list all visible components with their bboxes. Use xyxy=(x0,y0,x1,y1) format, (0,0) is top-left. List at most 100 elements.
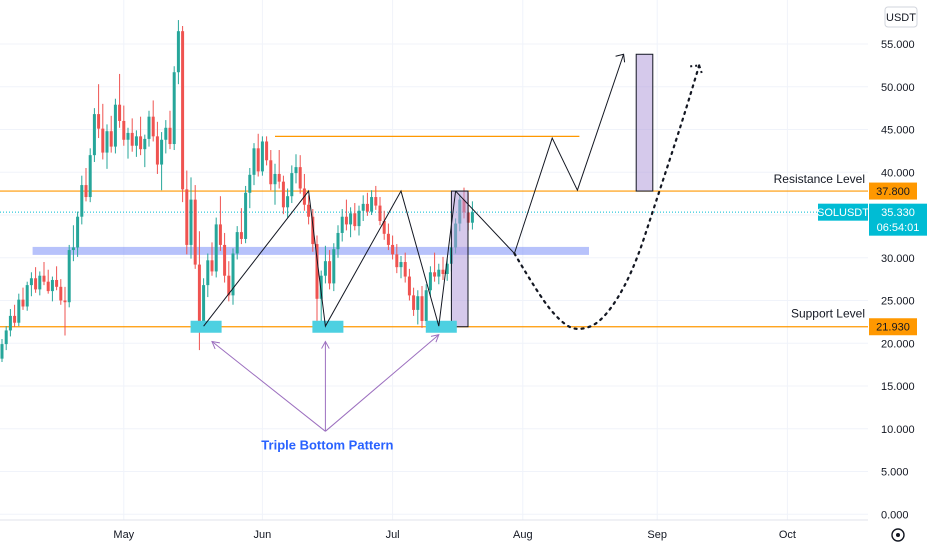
candle-body xyxy=(290,173,294,197)
candle-body xyxy=(349,213,353,225)
candle xyxy=(239,208,243,245)
candle xyxy=(181,26,185,203)
candle xyxy=(328,250,332,290)
support-zone-band xyxy=(32,246,590,255)
candle xyxy=(55,266,59,291)
candle-body xyxy=(412,295,416,310)
candle-body xyxy=(164,127,168,140)
candle-body xyxy=(38,275,42,290)
last-price-value: 35.330 xyxy=(881,207,915,219)
candle xyxy=(336,225,340,258)
candle-body xyxy=(353,213,357,227)
candle xyxy=(71,225,75,262)
candle-body xyxy=(378,205,382,221)
price-tick-label: 45.000 xyxy=(881,125,915,137)
candle xyxy=(139,116,143,156)
candle-body xyxy=(168,127,172,145)
candle-body xyxy=(206,260,210,286)
candle xyxy=(101,103,105,160)
levels-layer xyxy=(0,135,868,328)
candle-body xyxy=(181,31,185,190)
candle-body xyxy=(294,167,298,174)
candle-body xyxy=(109,131,113,147)
candle xyxy=(353,203,357,231)
candle xyxy=(340,209,344,242)
candle-body xyxy=(71,247,75,251)
gear-icon[interactable] xyxy=(891,528,905,542)
candle-body xyxy=(391,244,395,255)
price-tick-label: 50.000 xyxy=(881,82,915,94)
candle-body xyxy=(365,203,369,212)
price-axis-background xyxy=(868,0,932,520)
candle-body xyxy=(59,286,63,301)
price-tick-label: 20.000 xyxy=(881,338,915,350)
support-price-tag-box xyxy=(869,318,917,336)
candle xyxy=(214,217,218,278)
candle xyxy=(38,271,42,296)
candle xyxy=(134,130,138,157)
pattern-pointer-arrow xyxy=(211,341,326,432)
projection-path-solid xyxy=(455,54,625,255)
candle xyxy=(386,223,390,251)
currency-label: USDT xyxy=(886,12,916,24)
candle xyxy=(441,256,445,280)
candle xyxy=(244,185,248,244)
candle-body xyxy=(441,269,445,274)
candle-body xyxy=(55,279,59,287)
candle-body xyxy=(63,300,67,303)
symbol-tag-box xyxy=(818,203,868,221)
candle-body xyxy=(424,290,428,322)
candle xyxy=(416,290,420,325)
candle xyxy=(231,248,235,305)
triple-bottom-pattern-label: Triple Bottom Pattern xyxy=(261,437,393,452)
candle-body xyxy=(189,199,193,245)
candle-body xyxy=(118,104,122,121)
candle-body xyxy=(407,276,411,296)
resistance-price-value: 37.800 xyxy=(876,186,910,198)
candle-body xyxy=(399,262,403,268)
currency-badge[interactable]: USDT xyxy=(884,6,918,28)
candle-body xyxy=(277,173,281,182)
time-tick-label: Jun xyxy=(254,529,272,541)
candle xyxy=(42,262,46,286)
candle-body xyxy=(143,138,147,150)
candle xyxy=(97,84,101,139)
text-layer: Resistance Level Support Level Triple Bo… xyxy=(261,172,865,452)
price-axis[interactable]: USDT 55.00050.00045.00040.00035.00030.00… xyxy=(817,0,932,521)
candle xyxy=(164,120,168,154)
candle xyxy=(391,235,395,260)
time-axis[interactable]: May Jun Jul Aug Sep Oct xyxy=(0,519,905,542)
candle-body xyxy=(214,224,218,272)
candle-body xyxy=(286,196,290,208)
candle xyxy=(21,287,25,310)
candle xyxy=(118,73,122,128)
triple-bottom-zigzag xyxy=(203,189,457,328)
candle xyxy=(67,244,71,308)
candle xyxy=(130,118,134,152)
candle-body xyxy=(416,296,420,310)
candle xyxy=(281,175,285,215)
price-tick-label: 25.000 xyxy=(881,296,915,308)
candle xyxy=(34,267,38,293)
candle-body xyxy=(185,189,189,245)
candle-body xyxy=(361,203,365,211)
candle-body xyxy=(256,148,260,172)
candle-body xyxy=(307,204,311,217)
drawings-layer xyxy=(190,53,704,432)
candle xyxy=(256,133,260,177)
candle xyxy=(361,195,365,221)
candle-body xyxy=(252,148,256,175)
candle-body xyxy=(160,139,164,165)
candle-body xyxy=(265,141,269,161)
candle xyxy=(395,244,399,274)
candle-body xyxy=(122,120,126,140)
candle xyxy=(172,66,176,151)
candle xyxy=(403,252,407,283)
candle-body xyxy=(382,220,386,234)
candle xyxy=(290,165,294,204)
candle xyxy=(84,167,88,202)
candle xyxy=(428,266,432,297)
candle xyxy=(294,154,298,184)
candle xyxy=(29,272,33,297)
